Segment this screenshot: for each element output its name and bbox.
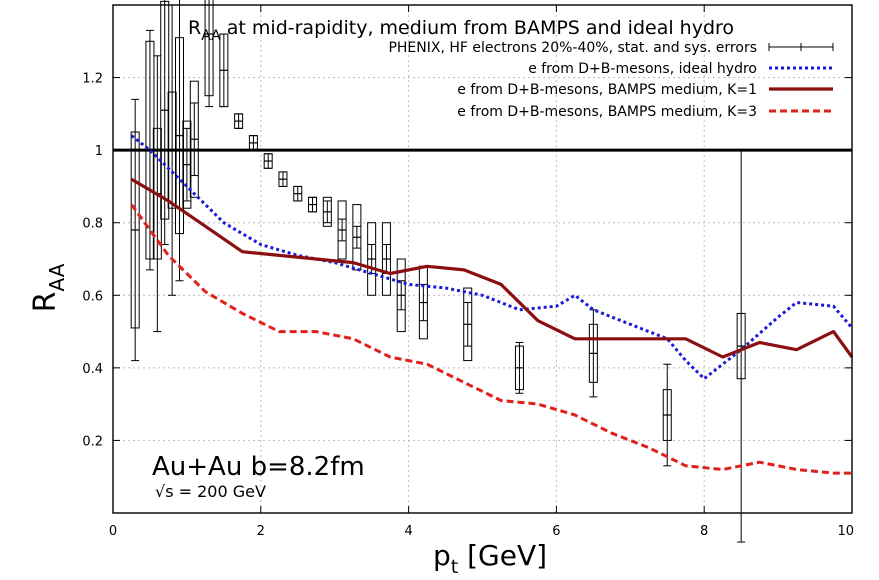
data-point — [248, 135, 258, 151]
annotation-sqrt: √s — [155, 482, 174, 501]
legend-entry-label: PHENIX, HF electrons 20%-40%, stat. and … — [388, 40, 757, 56]
data-point — [588, 309, 598, 398]
x-tick-label: 4 — [404, 524, 412, 539]
data-point — [160, 0, 170, 245]
annotation-energy-value: = 200 GeV — [174, 482, 266, 501]
x-tick-label: 2 — [257, 524, 265, 539]
chart-title: RAA at mid-rapidity, medium from BAMPS a… — [188, 17, 734, 44]
xlabel-main: p — [433, 539, 451, 572]
x-tick-label: 8 — [700, 524, 708, 539]
xlabel-sub: t — [451, 556, 458, 578]
data-point — [463, 287, 473, 362]
y-axis-label: RAA — [28, 263, 69, 312]
title-main: R — [188, 17, 201, 39]
y-tick-label: 1.2 — [82, 72, 103, 87]
series-line-2 — [130, 177, 854, 359]
annotation-energy: √s = 200 GeV — [155, 482, 266, 501]
data-point — [175, 0, 185, 282]
legend-entry-label: e from D+B-mesons, BAMPS medium, K=3 — [457, 104, 757, 120]
title-rest: at mid-rapidity, medium from BAMPS and i… — [221, 17, 734, 39]
plot-frame — [112, 4, 853, 514]
data-point — [514, 341, 524, 394]
title-sub: AA — [201, 28, 221, 44]
data-point — [263, 153, 273, 169]
data-point — [167, 4, 177, 296]
data-point — [204, 0, 214, 108]
y-tick-label: 0.4 — [82, 362, 103, 377]
data-point — [736, 149, 746, 543]
x-tick-label: 10 — [837, 524, 854, 539]
plot-area — [130, 0, 854, 543]
data-point — [662, 363, 672, 467]
legend-entry-label: e from D+B-mesons, ideal hydro — [528, 61, 757, 77]
legend: PHENIX, HF electrons 20%-40%, stat. and … — [388, 40, 834, 120]
data-point — [234, 113, 244, 129]
data-point — [308, 196, 318, 213]
data-point — [145, 29, 155, 271]
data-point — [322, 196, 332, 227]
y-tick-label: 0.2 — [82, 434, 103, 449]
data-point — [337, 200, 347, 260]
axis-ticks: 0.2 0.4 0.6 0.8 1 1.2 0 2 4 6 8 10 — [82, 5, 854, 539]
data-point — [189, 80, 199, 198]
x-tick-label: 6 — [552, 524, 560, 539]
x-tick-label: 0 — [109, 524, 117, 539]
ylabel-sub: AA — [45, 263, 69, 291]
x-axis-label: pt [GeV] — [433, 539, 547, 578]
xlabel-rest: [GeV] — [458, 539, 547, 572]
data-point — [367, 222, 377, 296]
data-point — [352, 204, 362, 271]
y-tick-label: 0.6 — [82, 289, 103, 304]
data-point — [293, 185, 303, 202]
data-point — [381, 222, 391, 296]
y-tick-label: 1 — [95, 144, 103, 159]
data-point — [418, 265, 428, 340]
data-point — [278, 171, 288, 187]
annotation-collision: Au+Au b=8.2fm — [152, 452, 365, 482]
series-line-1 — [130, 134, 854, 381]
data-point — [130, 98, 140, 362]
data-point — [182, 120, 192, 209]
legend-entry-label: e from D+B-mesons, BAMPS medium, K=1 — [457, 82, 757, 98]
series-line-3 — [130, 203, 852, 475]
data-point — [219, 33, 229, 108]
ylabel-main: R — [28, 292, 63, 313]
y-tick-label: 0.8 — [82, 217, 103, 232]
